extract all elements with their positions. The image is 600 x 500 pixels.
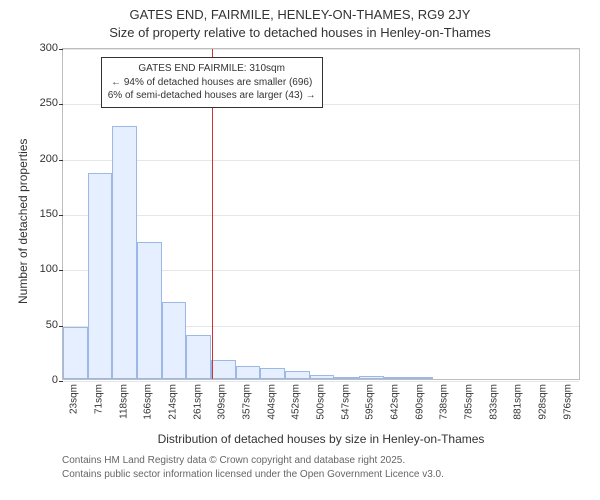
- title-line-1: GATES END, FAIRMILE, HENLEY-ON-THAMES, R…: [0, 6, 600, 24]
- histogram-bar: [260, 368, 285, 379]
- y-tick-mark: [59, 104, 63, 105]
- histogram-bar: [236, 366, 261, 379]
- x-tick-label: 309sqm: [217, 384, 228, 420]
- x-tick-label: 976sqm: [562, 384, 573, 420]
- caption: Contains HM Land Registry data © Crown c…: [62, 454, 580, 481]
- caption-line-2: Contains public sector information licen…: [62, 468, 580, 482]
- histogram-bar: [285, 371, 310, 379]
- x-axis-label: Distribution of detached houses by size …: [62, 432, 580, 446]
- x-tick-label: 166sqm: [143, 384, 154, 420]
- caption-line-1: Contains HM Land Registry data © Crown c…: [62, 454, 580, 468]
- histogram-bar: [88, 173, 113, 379]
- x-tick-label: 928sqm: [538, 384, 549, 420]
- grid-line: [63, 49, 579, 50]
- histogram-bar: [384, 377, 409, 379]
- y-tick-label: 250: [18, 97, 58, 109]
- y-tick-mark: [59, 160, 63, 161]
- histogram-bar: [112, 126, 137, 379]
- annotation-line-3: 6% of semi-detached houses are larger (4…: [108, 89, 316, 103]
- x-tick-label: 404sqm: [266, 384, 277, 420]
- y-tick-mark: [59, 270, 63, 271]
- x-tick-label: 690sqm: [414, 384, 425, 420]
- histogram-bar: [211, 360, 236, 379]
- annotation-line-1: GATES END FAIRMILE: 310sqm: [108, 62, 316, 76]
- y-axis-label: Number of detached properties: [16, 139, 30, 304]
- x-tick-label: 261sqm: [192, 384, 203, 420]
- histogram-bar: [162, 302, 187, 379]
- x-tick-label: 23sqm: [69, 384, 80, 414]
- x-tick-label: 833sqm: [488, 384, 499, 420]
- x-tick-label: 357sqm: [242, 384, 253, 420]
- y-tick-label: 300: [18, 42, 58, 54]
- x-tick-label: 452sqm: [291, 384, 302, 420]
- x-tick-label: 118sqm: [118, 384, 129, 419]
- y-tick-mark: [59, 381, 63, 382]
- grid-line: [63, 160, 579, 161]
- y-tick-label: 0: [18, 374, 58, 386]
- title-line-2: Size of property relative to detached ho…: [0, 24, 600, 42]
- grid-line: [63, 381, 579, 382]
- histogram-bar: [408, 377, 433, 379]
- x-tick-label: 595sqm: [365, 384, 376, 420]
- x-tick-label: 881sqm: [513, 384, 524, 420]
- annotation-box: GATES END FAIRMILE: 310sqm← 94% of detac…: [101, 57, 323, 108]
- x-tick-label: 500sqm: [316, 384, 327, 420]
- plot-area: GATES END FAIRMILE: 310sqm← 94% of detac…: [62, 48, 580, 380]
- x-tick-label: 738sqm: [439, 384, 450, 420]
- chart-title: GATES END, FAIRMILE, HENLEY-ON-THAMES, R…: [0, 6, 600, 41]
- chart-container: GATES END, FAIRMILE, HENLEY-ON-THAMES, R…: [0, 0, 600, 500]
- x-tick-label: 547sqm: [340, 384, 351, 420]
- x-tick-label: 71sqm: [94, 384, 105, 414]
- y-tick-mark: [59, 215, 63, 216]
- grid-line: [63, 215, 579, 216]
- y-tick-mark: [59, 49, 63, 50]
- x-tick-label: 785sqm: [464, 384, 475, 420]
- annotation-line-2: ← 94% of detached houses are smaller (69…: [108, 76, 316, 90]
- histogram-bar: [334, 377, 359, 379]
- histogram-bar: [310, 375, 335, 379]
- y-tick-label: 50: [18, 319, 58, 331]
- x-tick-label: 642sqm: [390, 384, 401, 420]
- histogram-bar: [359, 376, 384, 379]
- histogram-bar: [137, 242, 162, 379]
- histogram-bar: [63, 327, 88, 379]
- x-tick-label: 214sqm: [168, 384, 179, 420]
- histogram-bar: [186, 335, 211, 379]
